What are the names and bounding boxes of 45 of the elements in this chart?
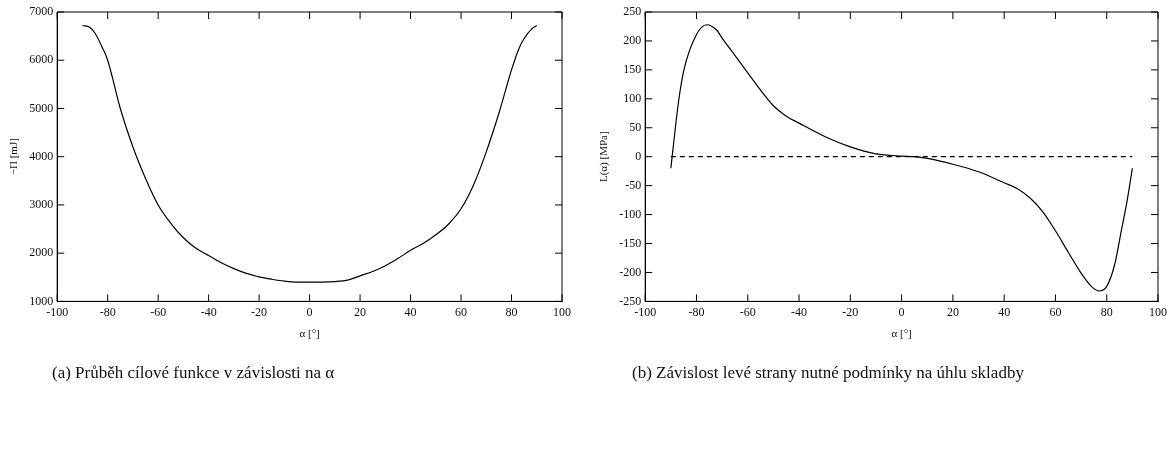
x-tick-label: -60 [739, 304, 756, 319]
x-tick-label: -40 [791, 304, 808, 319]
line-series [81, 24, 538, 283]
x-tick-label: 100 [553, 304, 571, 319]
x-tick-label: -60 [150, 304, 167, 319]
y-tick-label: 200 [623, 33, 642, 48]
y-tick-label: 3000 [29, 197, 54, 212]
y-tick-label: -100 [619, 206, 642, 221]
x-tick-label: 20 [946, 304, 959, 319]
y-tick-label: -150 [619, 235, 642, 250]
y-tick-label: 6000 [29, 52, 54, 67]
x-tick-label: -20 [842, 304, 859, 319]
text: (b) Závislost levé strany nutné podmínky na úhlu skladby [632, 362, 1025, 384]
x-tick-label: -20 [251, 304, 268, 319]
y-tick-label: 150 [623, 62, 642, 77]
x-tick-label: -80 [99, 304, 116, 319]
y-tick-label: -200 [619, 264, 642, 279]
y-tick-label: 5000 [29, 100, 54, 115]
x-tick-label: 60 [455, 304, 468, 319]
x-tick-label: 0 [898, 304, 905, 319]
x-tick-label: 80 [505, 304, 518, 319]
y-tick-label: 7000 [29, 4, 54, 19]
x-tick-label: 60 [1049, 304, 1062, 319]
y-tick-label: 2000 [29, 245, 54, 260]
y-tick-label: -250 [619, 293, 642, 308]
y-tick-label: 4000 [29, 148, 54, 163]
x-tick-label: 20 [354, 304, 367, 319]
x-tick-label: -40 [200, 304, 217, 319]
y-tick-label: 50 [629, 119, 642, 134]
x-tick-label: -80 [688, 304, 705, 319]
x-tick-label: 100 [1149, 304, 1167, 319]
y-axis-title: −Π [mJ] [7, 138, 20, 176]
x-axis-title: α [°] [891, 327, 912, 340]
x-tick-label: 80 [1100, 304, 1113, 319]
y-tick-label: 250 [623, 4, 642, 19]
text: (a) Průběh cílové funkce v závislosti na α [52, 362, 336, 384]
y-tick-label: -50 [625, 177, 642, 192]
x-axis-title: α [°] [299, 327, 320, 340]
x-tick-label: 40 [404, 304, 417, 319]
y-tick-label: 0 [635, 148, 642, 163]
x-tick-label: 0 [306, 304, 313, 319]
line-series [670, 24, 1133, 292]
y-tick-label: 100 [623, 90, 642, 105]
y-axis-title: L(α) [MPa] [597, 131, 611, 183]
x-tick-label: 40 [998, 304, 1011, 319]
